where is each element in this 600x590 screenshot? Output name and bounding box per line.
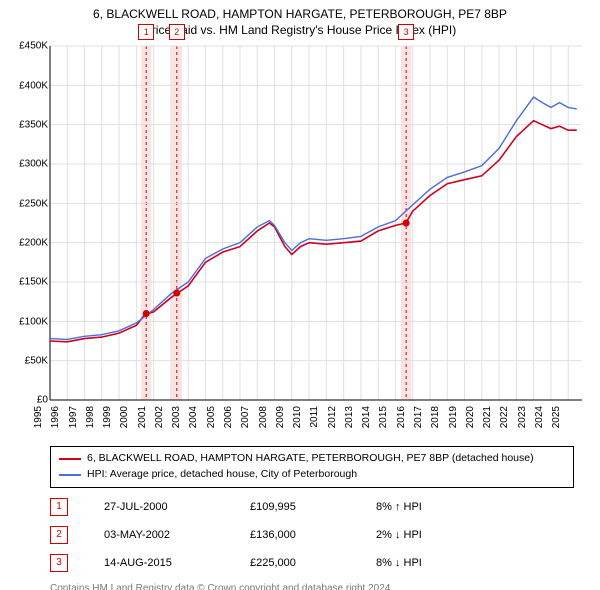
marker-number-box: 1	[50, 498, 68, 516]
legend: 6, BLACKWELL ROAD, HAMPTON HARGATE, PETE…	[50, 446, 574, 488]
chart-title: 6, BLACKWELL ROAD, HAMPTON HARGATE, PETE…	[0, 0, 600, 40]
marker-price: £225,000	[250, 557, 340, 569]
title-line1: 6, BLACKWELL ROAD, HAMPTON HARGATE, PETE…	[0, 6, 600, 22]
chart-area: £0£50K£100K£150K£200K£250K£300K£350K£400…	[0, 40, 600, 440]
marker-pct: 8% ↑ HPI	[376, 501, 466, 513]
marker-row: 1 27-JUL-2000 £109,995 8% ↑ HPI	[50, 498, 574, 516]
chart-svg	[0, 40, 600, 440]
legend-label: HPI: Average price, detached house, City…	[87, 467, 357, 483]
legend-label: 6, BLACKWELL ROAD, HAMPTON HARGATE, PETE…	[87, 451, 534, 467]
marker-number-box: 2	[50, 526, 68, 544]
x-axis: 1995199619971998199920002001200220032004…	[0, 404, 600, 440]
marker-pct: 2% ↓ HPI	[376, 529, 466, 541]
chart-marker-box: 2	[169, 24, 185, 40]
marker-row: 2 03-MAY-2002 £136,000 2% ↓ HPI	[50, 526, 574, 544]
x-tick-label: 2025	[551, 406, 585, 428]
marker-price: £109,995	[250, 501, 340, 513]
title-line2: Price paid vs. HM Land Registry's House …	[0, 22, 600, 38]
footer-line1: Contains HM Land Registry data © Crown c…	[50, 582, 574, 590]
marker-number-box: 3	[50, 554, 68, 572]
footer: Contains HM Land Registry data © Crown c…	[50, 582, 574, 590]
marker-table: 1 27-JUL-2000 £109,995 8% ↑ HPI 2 03-MAY-2002…	[50, 498, 574, 572]
marker-date: 14-AUG-2015	[104, 557, 214, 569]
marker-row: 3 14-AUG-2015 £225,000 8% ↓ HPI	[50, 554, 574, 572]
legend-swatch	[59, 458, 81, 460]
legend-item: HPI: Average price, detached house, City…	[59, 467, 565, 483]
marker-pct: 8% ↓ HPI	[376, 557, 466, 569]
marker-date: 27-JUL-2000	[104, 501, 214, 513]
marker-price: £136,000	[250, 529, 340, 541]
marker-date: 03-MAY-2002	[104, 529, 214, 541]
legend-item: 6, BLACKWELL ROAD, HAMPTON HARGATE, PETE…	[59, 451, 565, 467]
legend-swatch	[59, 474, 81, 476]
chart-marker-box: 1	[138, 24, 154, 40]
chart-marker-box: 3	[398, 24, 414, 40]
